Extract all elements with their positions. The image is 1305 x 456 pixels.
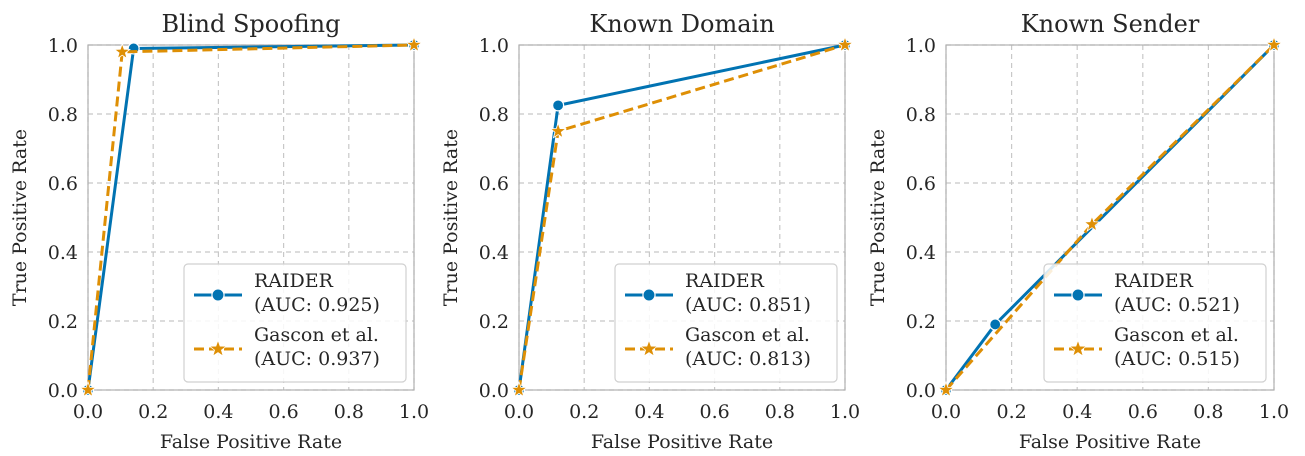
- x-tick-label: 0.0: [504, 401, 534, 423]
- y-tick-label: 0.8: [48, 104, 78, 126]
- data-point-raider: [989, 318, 1002, 331]
- x-tick-label: 0.6: [1128, 401, 1158, 423]
- y-tick-label: 0.0: [48, 380, 78, 402]
- x-tick-label: 0.4: [203, 401, 233, 423]
- y-tick-label: 1.0: [48, 35, 78, 57]
- plot-frame: [87, 44, 415, 391]
- data-point-gascon: [79, 380, 97, 398]
- x-axis-label: False Positive Rate: [1019, 431, 1201, 453]
- y-tick-label: 0.0: [906, 380, 936, 402]
- y-tick-label: 0.4: [479, 242, 509, 264]
- legend-marker-gascon: [639, 339, 659, 358]
- y-tick-label: 0.6: [906, 173, 936, 195]
- chart-title: Known Domain: [589, 10, 774, 38]
- series-line-gascon: [944, 43, 1276, 391]
- x-tick-label: 0.2: [138, 401, 168, 423]
- x-tick-label: 1.0: [1259, 401, 1289, 423]
- y-tick-label: 0.2: [906, 311, 936, 333]
- legend-entry-auc: (AUC: 0.521): [1114, 294, 1240, 316]
- legend-entry-auc: (AUC: 0.851): [685, 294, 811, 316]
- x-tick-label: 0.0: [931, 401, 961, 423]
- data-point-gascon: [549, 122, 567, 139]
- legend-marker-gascon: [1068, 339, 1088, 358]
- legend-marker-gascon: [208, 339, 228, 358]
- y-tick-label: 0.8: [479, 104, 509, 126]
- legend-marker-raider: [642, 288, 656, 302]
- data-point-gascon: [836, 35, 854, 53]
- x-tick-label: 0.6: [268, 401, 298, 423]
- roc-panel-2: 0.00.0 0.2 0.2 0.4 0.4 0.6 0.6 0.8 0.8 1.0 1.0 Know…: [440, 10, 860, 453]
- y-tick-label: 0.4: [906, 242, 936, 264]
- y-tick-label: 0.2: [48, 311, 78, 333]
- legend-entry-name: Gascon et al.: [685, 324, 810, 346]
- legend-entry-auc: (AUC: 0.813): [685, 348, 811, 370]
- y-tick-label: 0.6: [479, 173, 509, 195]
- y-axis-label: True Positive Rate: [440, 129, 462, 306]
- data-point-gascon: [405, 35, 423, 53]
- data-point-gascon: [113, 42, 131, 60]
- plot-frame: [518, 44, 846, 391]
- y-axis-label: True Positive Rate: [9, 129, 31, 306]
- y-tick-label: 0.2: [479, 311, 509, 333]
- x-tick-label: 0.6: [699, 401, 729, 423]
- legend-entry-auc: (AUC: 0.515): [1114, 348, 1240, 370]
- x-tick-label: 0.8: [1193, 401, 1223, 423]
- legend-entry-name: RAIDER: [685, 270, 765, 292]
- legend-entry-name: Gascon et al.: [1114, 324, 1239, 346]
- legend-entry-name: Gascon et al.: [254, 324, 379, 346]
- y-tick-label: 0.6: [48, 173, 78, 195]
- roc-panel-1: 0.00.0 0.2 0.2 0.4 0.4 0.6 0.6 0.8 0.8 1.0 1.0 Blin…: [9, 10, 429, 453]
- y-tick-label: 0.4: [48, 242, 78, 264]
- x-tick-label: 0.2: [569, 401, 599, 423]
- x-axis-label: False Positive Rate: [160, 431, 342, 453]
- roc-panel-3: 0.00.0 0.2 0.2 0.4 0.4 0.6 0.6 0.8 0.8 1.0 1.0 Know…: [867, 10, 1289, 453]
- y-axis-label: True Positive Rate: [867, 129, 889, 306]
- x-tick-label: 1.0: [830, 401, 860, 423]
- y-tick-label: 1.0: [906, 35, 936, 57]
- data-point-gascon: [510, 380, 528, 398]
- legend-entry-auc: (AUC: 0.925): [254, 294, 380, 316]
- x-tick-label: 0.4: [634, 401, 664, 423]
- y-tick-label: 0.0: [479, 380, 509, 402]
- data-point-gascon: [1083, 215, 1101, 232]
- x-tick-label: 0.8: [334, 401, 364, 423]
- data-point-gascon: [937, 380, 955, 398]
- x-tick-label: 0.8: [765, 401, 795, 423]
- legend-entry-name: RAIDER: [254, 270, 334, 292]
- legend: RAIDER(AUC: 0.851) Gascon et al.(AUC: 0.8…: [614, 263, 838, 383]
- legend-entry-auc: (AUC: 0.937): [254, 348, 380, 370]
- x-tick-label: 0.4: [1062, 401, 1092, 423]
- chart-title: Blind Spoofing: [162, 10, 341, 38]
- legend: RAIDER(AUC: 0.925) Gascon et al.(AUC: 0.9…: [183, 263, 407, 383]
- x-tick-label: 0.0: [73, 401, 103, 423]
- chart-title: Known Sender: [1021, 10, 1200, 38]
- legend-entry-name: RAIDER: [1114, 270, 1194, 292]
- x-axis-label: False Positive Rate: [591, 431, 773, 453]
- data-point-raider: [552, 99, 565, 112]
- y-tick-label: 0.8: [906, 104, 936, 126]
- legend-marker-raider: [211, 288, 225, 302]
- data-point-gascon: [1265, 35, 1283, 53]
- x-tick-label: 0.2: [996, 401, 1026, 423]
- plot-frame: [945, 44, 1275, 391]
- legend: RAIDER(AUC: 0.521) Gascon et al.(AUC: 0.5…: [1043, 263, 1267, 383]
- y-tick-label: 1.0: [479, 35, 509, 57]
- legend-marker-raider: [1071, 288, 1085, 302]
- x-tick-label: 1.0: [399, 401, 429, 423]
